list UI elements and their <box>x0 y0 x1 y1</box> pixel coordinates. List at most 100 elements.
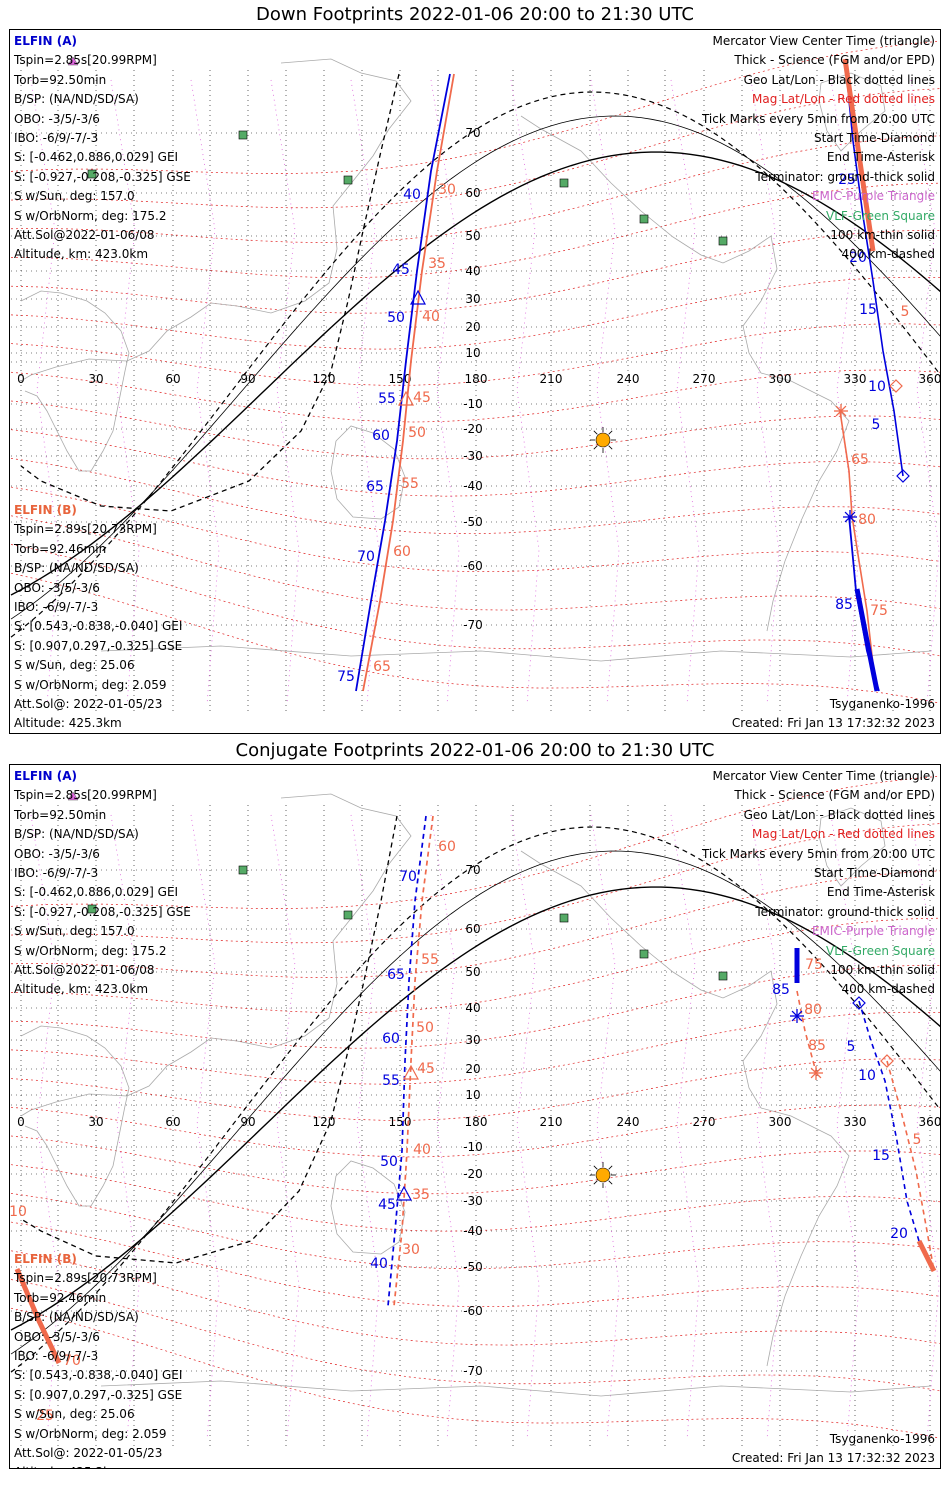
longitude-tick-label: 300 <box>769 1115 792 1129</box>
elfin-a-line: IBO: -6/9/-7/-3 <box>14 866 99 881</box>
latitude-tick-label: 50 <box>465 229 480 243</box>
latitude-tick-label: -20 <box>463 422 483 436</box>
elfin-b-tick-label: 40 <box>413 1142 431 1158</box>
elfin-a-tick-label: 10 <box>858 1068 876 1084</box>
elfin-a-tick-label: 25 <box>838 172 856 188</box>
elfin-a-info: ELFIN (A) Tspin=2.85s[20.99RPM] Torb=92.… <box>14 32 191 265</box>
elfin-b-line: B/SP: (NA/ND/SD/SA) <box>14 1310 139 1325</box>
vlf-square-icon <box>559 178 569 188</box>
terminator-400km <box>10 826 940 1373</box>
mag-parallel <box>10 870 940 978</box>
mag-parallel <box>10 1058 940 1121</box>
elfin-a-line: B/SP: (NA/ND/SD/SA) <box>14 92 139 107</box>
elfin-b-tick-label: 45 <box>417 1061 435 1077</box>
elfin-a-tick-label: 75 <box>337 669 355 685</box>
model-label: Tsyganenko-1996 <box>829 1432 935 1446</box>
vlf-square-icon <box>559 913 569 923</box>
elfin-a-tick-label: 70 <box>357 549 375 565</box>
mag-parallel <box>10 88 940 209</box>
latitude-tick-label: -60 <box>463 559 483 573</box>
elfin-a-tick-label: 15 <box>859 302 877 318</box>
coastline <box>818 72 886 152</box>
latitude-tick-label: -10 <box>463 1140 483 1154</box>
start-diamond-icon <box>896 469 910 483</box>
mag-parallel <box>10 917 940 1014</box>
longitude-tick-label: 0 <box>17 1115 25 1129</box>
mag-meridian <box>270 79 300 706</box>
end-asterisk-icon <box>835 405 847 417</box>
map-canvas: 0 30 60 90 120 150 180 210 240 270 300 330 360 70 60 50… <box>10 40 940 715</box>
vlf-square-icon <box>343 175 353 185</box>
elfin-b-science-track <box>916 1239 937 1273</box>
mag-meridian <box>430 814 460 1441</box>
elfin-a-line: S w/Sun, deg: 157.0 <box>14 189 135 204</box>
elfin-b-tick-label: 65 <box>373 659 391 675</box>
latitude-tick-label: -50 <box>463 1260 483 1274</box>
map-legend: Mercator View Center Time (triangle) Thi… <box>702 767 935 1000</box>
elfin-a-tick-label: 20 <box>849 250 867 266</box>
mag-parallel <box>10 823 940 944</box>
longitude-tick-label: 300 <box>769 372 792 386</box>
mag-meridian <box>510 79 540 706</box>
created-label: Created: Fri Jan 13 17:32:32 2023 <box>731 716 935 730</box>
latitude-tick-label: -40 <box>463 479 483 493</box>
legend-item: Thick - Science (FGM and/or EPD) <box>734 53 935 68</box>
mag-parallel <box>10 1104 940 1158</box>
longitude-tick-label: 60 <box>165 372 180 386</box>
elfin-a-tick-label: 85 <box>772 982 790 998</box>
elfin-a-tick-label: 55 <box>382 1073 400 1089</box>
elfin-a-line: Altitude, km: 423.0km <box>14 247 149 262</box>
mag-parallel <box>10 230 940 314</box>
elfin-b-line: S: [0.543,-0.838,-0.040] GEI <box>14 1368 183 1383</box>
center-time-triangle-icon <box>395 1185 413 1201</box>
elfin-b-line: IBO: -6/9/-7/-3 <box>14 600 99 615</box>
elfin-b-line: S: [0.907,0.297,-0.325] GSE <box>14 638 183 653</box>
longitude-tick-label: 270 <box>693 1115 716 1129</box>
elfin-b-track <box>393 815 434 1307</box>
mag-parallel <box>10 135 940 243</box>
elfin-a-tick-label: 5 <box>872 417 881 433</box>
elfin-b-tick-label: 80 <box>858 512 876 528</box>
longitude-tick-label: 0 <box>17 372 25 386</box>
vlf-square-icon <box>343 910 353 920</box>
emic-triangle-icon <box>67 791 79 801</box>
elfin-b-line: S: [0.907,0.297,-0.325] GSE <box>14 1387 183 1402</box>
longitude-tick-label: 30 <box>88 1115 103 1129</box>
vlf-square-icon <box>87 169 97 179</box>
elfin-b-tick-label: 80 <box>804 1002 822 1018</box>
elfin-b-line: OBO: -3/5/-3/6 <box>14 1329 100 1344</box>
latitude-tick-label: 30 <box>465 1033 480 1047</box>
coastline <box>818 807 886 887</box>
longitude-tick-label: 90 <box>240 372 255 386</box>
map-legend: Mercator View Center Time (triangle) Thi… <box>702 32 935 265</box>
elfin-a-line: IBO: -6/9/-7/-3 <box>14 131 99 146</box>
elfin-b-tick-label: 50 <box>416 1020 434 1036</box>
latitude-tick-label: -70 <box>463 1364 483 1378</box>
start-diamond-icon <box>852 996 866 1010</box>
mag-parallel <box>10 1279 940 1392</box>
latitude-tick-label: -60 <box>463 1304 483 1318</box>
legend-item: Terminator: ground-thick solid <box>755 904 935 919</box>
map-canvas: 0 30 60 90 120 150 180 210 240 270 300 330 360 70 60 50… <box>10 775 940 1450</box>
elfin-a-line: Att.Sol@2022-01-06/08 <box>14 963 155 978</box>
elfin-b-line: Tspin=2.89s[20.73RPM] <box>14 522 157 537</box>
elfin-a-line: Altitude, km: 423.0km <box>14 982 149 997</box>
legend-item: 400 km-dashed <box>841 982 935 997</box>
sun-ray <box>593 430 598 435</box>
elfin-b-line: Torb=92.46min <box>14 541 107 556</box>
coastline <box>20 290 130 472</box>
legend-item: End Time-Asterisk <box>826 885 935 900</box>
vlf-square-icon <box>718 236 728 246</box>
elfin-b-tick-label: 85 <box>808 1038 826 1054</box>
mag-parallel <box>10 544 940 657</box>
elfin-a-line: Tspin=2.85s[20.99RPM] <box>14 53 157 68</box>
longitude-tick-label: 240 <box>617 1115 640 1129</box>
latitude-tick-label: 20 <box>465 320 480 334</box>
coastline <box>330 1160 406 1255</box>
elfin-b-line: S w/OrbNorm, deg: 2.059 <box>14 677 167 692</box>
sun-ray <box>593 1180 598 1185</box>
elfin-a-track <box>387 815 427 1307</box>
sun-ray <box>608 430 613 435</box>
longitude-tick-label: 180 <box>465 372 488 386</box>
mag-parallel <box>10 1011 940 1085</box>
